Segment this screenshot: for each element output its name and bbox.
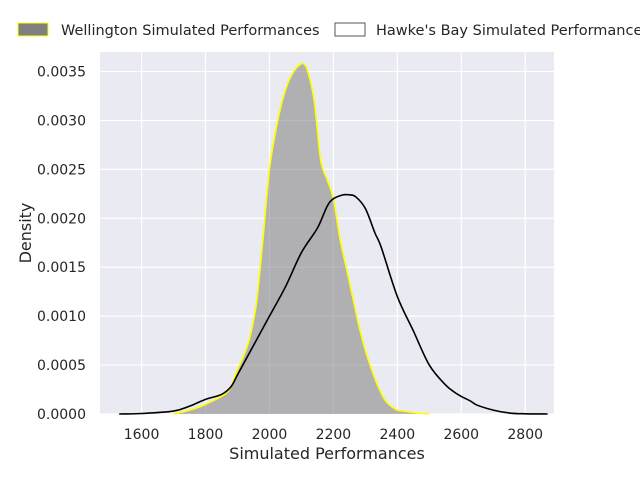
wellington-density-area [173, 63, 430, 415]
x-tick-label: 2400 [380, 427, 416, 443]
series-layer [119, 62, 548, 415]
y-tick-label: 0.0030 [37, 113, 86, 129]
y-tick-label: 0.0015 [37, 260, 86, 276]
legend-swatch-hawkes-bay [334, 22, 366, 37]
legend-label-wellington: Wellington Simulated Performances [61, 23, 320, 39]
legend-label-hawkes-bay: Hawke's Bay Simulated Performances [376, 23, 640, 39]
x-tick-label: 2200 [316, 427, 352, 443]
y-tick-label: 0.0020 [37, 211, 86, 227]
y-tick-label: 0.0005 [37, 358, 86, 374]
legend: Wellington Simulated Performances Hawke'… [17, 22, 640, 39]
y-tick-label: 0.0000 [37, 407, 86, 423]
x-tick-label: 1600 [124, 427, 160, 443]
x-tick-label: 1800 [188, 427, 224, 443]
x-axis-label: Simulated Performances [229, 444, 425, 463]
x-tick-labels: 1600 1800 2000 2200 2400 2600 2800 [124, 427, 543, 443]
y-tick-label: 0.0035 [37, 65, 86, 81]
y-tick-label: 0.0025 [37, 162, 86, 178]
legend-swatch-wellington [17, 22, 49, 37]
x-tick-label: 2000 [252, 427, 288, 443]
hawkes-bay-density-line [119, 193, 548, 415]
wellington-density-outline [173, 62, 430, 415]
y-tick-labels: 0.0000 0.0005 0.0010 0.0015 0.0020 0.0025 0.00… [37, 65, 86, 423]
x-tick-label: 2800 [507, 427, 543, 443]
x-tick-label: 2600 [443, 427, 479, 443]
y-axis-label: Density [16, 203, 35, 264]
y-tick-label: 0.0010 [37, 309, 86, 325]
